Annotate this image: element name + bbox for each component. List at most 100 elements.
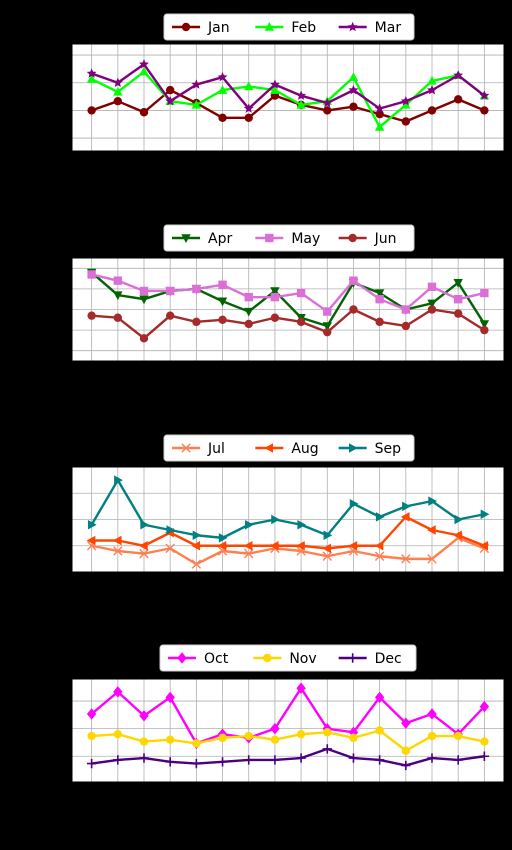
data-point — [427, 731, 437, 741]
data-point — [400, 95, 411, 106]
legend: Jan Feb Mar — [163, 13, 415, 41]
data-point — [348, 72, 359, 81]
legend-marker — [347, 21, 358, 32]
data-point — [427, 75, 437, 85]
legend-entry-jan: Jan — [172, 20, 230, 36]
legend-marker — [181, 234, 191, 243]
legend-label: Sep — [375, 441, 402, 457]
data-point — [244, 548, 254, 559]
legend-label: Mar — [375, 20, 402, 36]
series-line — [91, 70, 486, 129]
plot-area — [72, 679, 504, 782]
series-jun — [87, 305, 489, 343]
series-line — [90, 271, 486, 328]
data-point — [375, 109, 384, 119]
data-point — [323, 327, 332, 337]
series-line — [91, 729, 485, 752]
data-point — [401, 554, 411, 564]
data-point — [375, 726, 384, 735]
data-point — [401, 321, 411, 331]
legend-entry-jun: Jun — [338, 231, 397, 247]
data-point — [400, 512, 410, 522]
series-line — [91, 515, 485, 550]
data-point — [244, 113, 253, 122]
data-point — [165, 286, 175, 296]
legend-label: Oct — [204, 651, 229, 667]
data-point — [165, 757, 175, 767]
legend-label: Apr — [208, 231, 232, 247]
data-point — [139, 59, 149, 69]
data-point — [191, 559, 202, 569]
data-point — [87, 270, 96, 279]
data-point — [427, 282, 437, 292]
data-point — [480, 737, 489, 746]
data-point — [113, 546, 123, 556]
series-nov — [87, 726, 489, 755]
data-point — [375, 317, 384, 327]
data-point — [113, 291, 123, 301]
data-point — [349, 499, 359, 509]
legend-label: Jun — [374, 231, 397, 247]
data-point — [192, 317, 201, 327]
data-point — [192, 530, 202, 540]
data-point — [349, 733, 358, 743]
axes-frame — [71, 466, 505, 573]
data-point — [269, 541, 279, 551]
data-point — [243, 541, 253, 551]
data-point — [401, 99, 411, 109]
data-point — [192, 284, 201, 294]
series-jan — [87, 85, 489, 126]
data-point — [139, 334, 149, 343]
data-point — [374, 122, 385, 131]
data-point — [113, 729, 123, 739]
legend-box — [163, 224, 415, 252]
data-point — [453, 755, 463, 765]
data-point — [427, 708, 437, 720]
data-point — [374, 289, 385, 299]
data-point — [349, 276, 358, 285]
data-point — [427, 554, 437, 564]
axes-frame — [71, 678, 505, 783]
data-point — [374, 691, 385, 704]
data-point — [86, 708, 97, 720]
data-point — [480, 325, 489, 335]
axes-frame — [71, 257, 505, 362]
data-point — [139, 710, 149, 722]
data-point — [427, 753, 437, 763]
legend-entry-aug: Aug — [255, 441, 319, 457]
series-line — [90, 687, 486, 745]
data-point — [113, 313, 123, 322]
legend-marker — [263, 653, 272, 663]
legend-label: Jul — [207, 441, 225, 457]
data-point — [322, 97, 333, 108]
data-point — [192, 739, 201, 748]
series-line — [91, 63, 486, 110]
data-point — [427, 305, 437, 314]
data-point — [479, 90, 490, 100]
legend-entry-nov: Nov — [253, 651, 317, 667]
legend-marker — [347, 653, 358, 663]
data-point — [113, 686, 123, 698]
legend-box — [163, 13, 415, 41]
legend-marker — [348, 443, 358, 453]
data-point — [348, 726, 359, 739]
data-point — [165, 691, 175, 704]
legend: Oct Nov Dec — [159, 644, 417, 672]
data-point — [218, 280, 227, 289]
data-point — [139, 737, 149, 746]
data-point — [453, 309, 463, 318]
data-point — [86, 758, 97, 769]
legend-marker — [348, 233, 357, 243]
data-point — [270, 85, 280, 94]
data-point — [244, 731, 253, 741]
subplot-1: Jan Feb Mar — [71, 13, 505, 152]
data-point — [269, 79, 280, 89]
data-point — [218, 733, 227, 743]
data-point — [139, 108, 149, 117]
data-point — [245, 520, 254, 530]
data-point — [271, 514, 280, 525]
legend-label: Dec — [375, 651, 402, 667]
data-point — [244, 81, 254, 91]
data-point — [348, 84, 359, 95]
data-point — [165, 543, 175, 554]
